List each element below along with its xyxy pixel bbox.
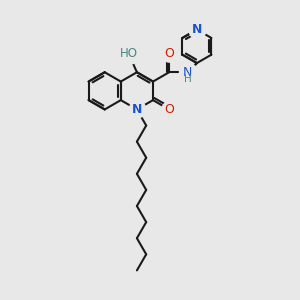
Text: O: O [164, 103, 174, 116]
Text: N: N [192, 23, 202, 36]
Text: H: H [184, 74, 192, 85]
Text: HO: HO [120, 47, 138, 60]
Text: N: N [183, 66, 192, 79]
Text: N: N [132, 103, 142, 116]
Text: O: O [164, 47, 174, 60]
